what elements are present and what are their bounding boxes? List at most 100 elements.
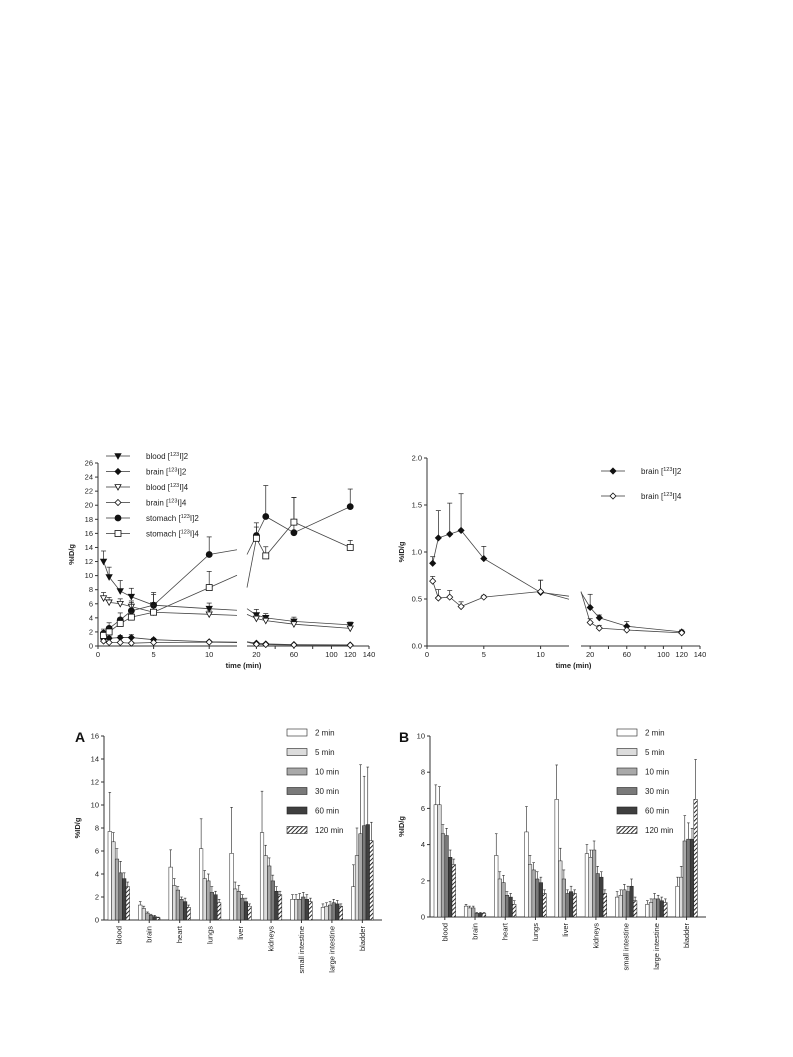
data-point <box>446 530 454 538</box>
data-point <box>595 624 603 632</box>
data-point <box>346 544 354 551</box>
bar-group-small-intestine <box>615 878 638 918</box>
bar-2-min <box>675 885 680 918</box>
data-point <box>205 605 213 613</box>
legend-entry-brain-123i-4: brain [123I]4 <box>601 492 682 501</box>
bar-10-min <box>622 889 627 918</box>
bar-10-min <box>297 899 302 921</box>
data-point <box>252 640 260 648</box>
bar-120-min <box>693 799 698 918</box>
bar-5-min <box>618 895 623 918</box>
data-point <box>595 614 603 622</box>
bar-30-min <box>444 835 449 918</box>
bar-10-min <box>652 898 657 918</box>
bar-60-min <box>335 903 340 921</box>
bar-30-min <box>625 891 630 918</box>
bar-60-min <box>659 900 664 918</box>
legend-swatch <box>286 826 308 834</box>
bar-2-min <box>199 848 204 921</box>
data-point <box>434 534 442 542</box>
y-tick-label-14: 14 <box>85 543 93 552</box>
bar-5-min <box>233 888 238 921</box>
panel-label: A <box>75 729 85 745</box>
bar-60-min <box>122 878 127 921</box>
bar-30-min <box>565 893 570 918</box>
series-brain-123i-2 <box>429 493 686 636</box>
x-axis-title: time (min) <box>226 661 262 670</box>
bar-60-min <box>689 838 695 918</box>
y-tick-label-26: 26 <box>85 459 93 468</box>
bar-120-min <box>512 904 517 918</box>
legend-swatch <box>616 748 638 756</box>
bar-30-min <box>686 838 691 918</box>
bar-10-min <box>592 849 597 918</box>
x-tick-label-kidneys: kidneys <box>591 923 600 949</box>
bar-5-min <box>497 878 502 918</box>
bar-10-min <box>531 869 536 918</box>
bar-2-min <box>168 866 173 921</box>
y-axis-title: %ID/g <box>67 544 76 565</box>
bar-2-min <box>433 804 438 918</box>
bar-30-min <box>362 825 367 921</box>
y-tick-label-0-0: 0.0 <box>412 642 422 651</box>
bar-10-min <box>440 833 446 918</box>
bar-group-bladder <box>675 759 698 918</box>
legend-label: 60 min <box>315 807 339 816</box>
bar-60-min <box>152 916 157 921</box>
bar-group-kidneys <box>259 790 283 921</box>
y-tick-label-12: 12 <box>85 557 93 566</box>
y-tick-label-2-0: 2.0 <box>412 454 422 463</box>
bar-2-min <box>615 896 620 918</box>
data-point <box>205 611 213 619</box>
data-point <box>205 638 213 646</box>
y-tick-label-2: 2 <box>95 893 99 902</box>
bar-60-min <box>304 899 309 921</box>
x-tick-label-brain: brain <box>471 923 480 940</box>
series-line <box>103 640 238 644</box>
x-tick-label-60: 60 <box>290 650 298 659</box>
bar-group-small-intestine <box>290 892 313 921</box>
bar-10-min <box>561 878 566 918</box>
y-tick-label-14: 14 <box>91 755 99 764</box>
legend-entry-30-min: 30 min <box>616 787 669 796</box>
legend-entry-blood-123i-4: blood [123I]4 <box>106 483 189 492</box>
legend-label: 5 min <box>315 748 335 757</box>
y-tick-label-0: 0 <box>89 642 93 651</box>
legend-entry-5-min: 5 min <box>286 748 335 757</box>
x-tick-label-heart: heart <box>501 922 510 940</box>
legend-marker <box>609 467 617 475</box>
series-stomach-123i-4 <box>100 497 354 639</box>
legend-swatch <box>286 748 308 756</box>
bar-60-min <box>183 901 188 921</box>
bar-2-min <box>107 831 112 921</box>
y-tick-label-24: 24 <box>85 473 93 482</box>
series-line <box>103 637 238 643</box>
data-point <box>99 558 108 566</box>
legend-swatch <box>286 787 308 795</box>
data-point <box>586 618 594 627</box>
legend-entry-2-min: 2 min <box>286 729 335 738</box>
data-point <box>116 620 124 627</box>
bar-2-min <box>290 899 295 921</box>
bar-5-min <box>111 841 116 921</box>
legend-swatch <box>616 767 638 776</box>
legend-label: 120 min <box>315 826 343 835</box>
bar-5-min <box>294 899 299 921</box>
bar-30-min <box>535 878 540 918</box>
bar-120-min <box>308 901 313 921</box>
legend-label: 2 min <box>315 729 335 738</box>
x-tick-label-20: 20 <box>252 650 260 659</box>
data-point <box>586 603 594 612</box>
x-tick-label-large-intestine: large intestine <box>652 923 661 970</box>
bar-10-min <box>328 904 333 921</box>
data-point <box>105 638 113 647</box>
bar-30-min <box>331 902 336 921</box>
bar-5-min <box>202 878 207 921</box>
bar-120-min <box>186 907 191 921</box>
legend-swatch <box>286 806 308 815</box>
data-point <box>480 555 488 563</box>
bar-10-min <box>206 880 211 921</box>
legend-swatch <box>616 806 638 815</box>
y-tick-label-16: 16 <box>85 529 93 538</box>
